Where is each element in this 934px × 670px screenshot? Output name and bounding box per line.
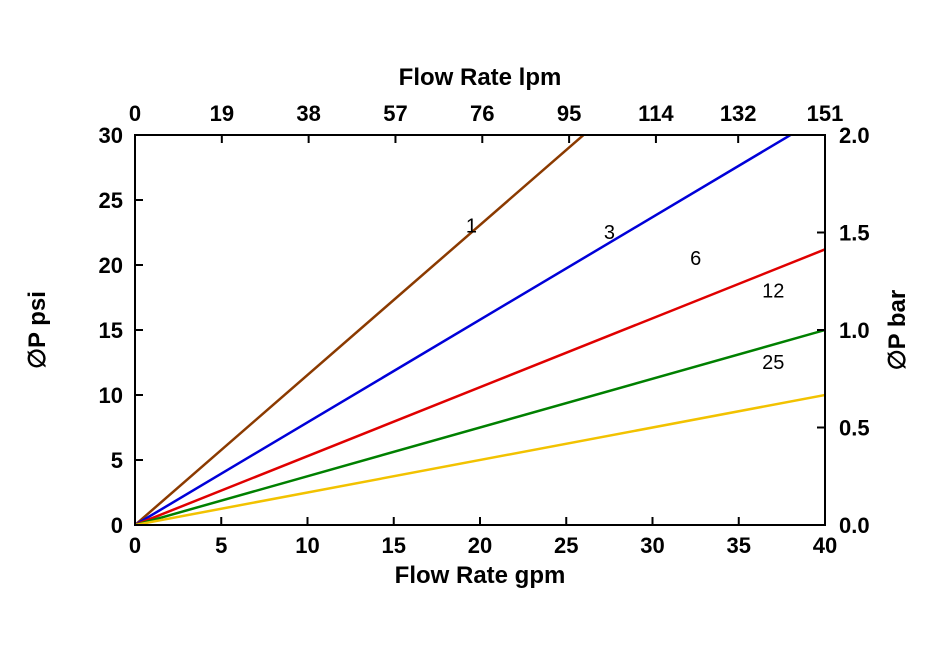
y-left-label: 10 (99, 383, 123, 408)
x-top-title: Flow Rate lpm (399, 64, 562, 91)
x-top-label: 57 (383, 101, 407, 126)
x-top-label: 95 (557, 101, 581, 126)
x-top-label: 0 (129, 101, 141, 126)
y-right-label: 0.5 (839, 416, 870, 441)
x-top-label: 151 (807, 101, 844, 126)
series-label-1: 1 (466, 216, 477, 238)
y-right-label: 1.0 (839, 318, 870, 343)
x-bottom-label: 25 (554, 533, 578, 558)
y-left-label: 20 (99, 253, 123, 278)
x-bottom-label: 5 (215, 533, 227, 558)
y-left-label: 25 (99, 188, 123, 213)
x-top-label: 132 (720, 101, 757, 126)
x-top-label: 76 (470, 101, 494, 126)
x-bottom-label: 30 (640, 533, 664, 558)
y-right-label: 2.0 (839, 123, 870, 148)
x-bottom-label: 20 (468, 533, 492, 558)
y-left-label: 30 (99, 123, 123, 148)
x-top-label: 19 (210, 101, 234, 126)
y-right-label: 0.0 (839, 513, 870, 538)
y-right-title: ∅P bar (884, 290, 911, 371)
x-bottom-label: 40 (813, 533, 837, 558)
pressure-drop-chart: 0510152025303540019385776951141321510510… (0, 0, 934, 670)
x-top-label: 38 (296, 101, 320, 126)
series-label-25: 25 (762, 352, 784, 374)
series-label-3: 3 (604, 222, 615, 244)
chart-container: { "chart": { "type": "line", "background… (0, 0, 934, 670)
y-left-label: 0 (111, 513, 123, 538)
y-left-title: ∅P psi (24, 291, 51, 369)
x-bottom-label: 35 (727, 533, 751, 558)
x-bottom-label: 0 (129, 533, 141, 558)
y-right-label: 1.5 (839, 221, 870, 246)
x-bottom-label: 10 (295, 533, 319, 558)
series-label-12: 12 (762, 281, 784, 303)
y-left-label: 15 (99, 318, 123, 343)
x-bottom-label: 15 (382, 533, 406, 558)
series-label-6: 6 (690, 248, 701, 270)
x-top-label: 114 (638, 101, 674, 126)
x-bottom-title: Flow Rate gpm (395, 562, 566, 589)
y-left-label: 5 (111, 448, 123, 473)
